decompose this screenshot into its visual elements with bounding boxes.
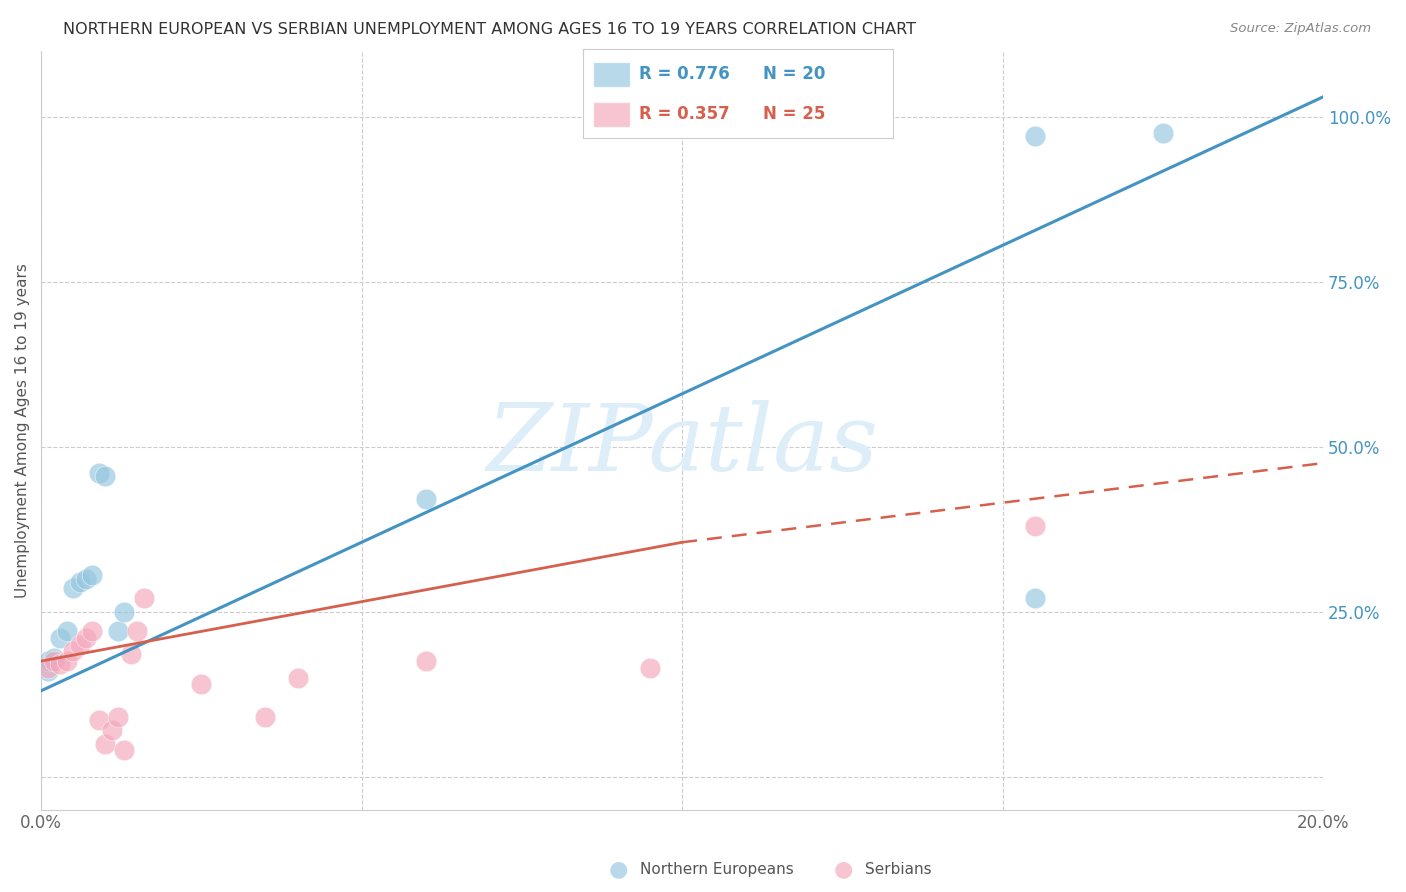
Text: ●: ●	[609, 860, 628, 880]
Point	[254, 710, 277, 724]
Point	[107, 710, 129, 724]
Point	[94, 469, 117, 483]
Point	[1024, 591, 1046, 606]
Point	[42, 650, 65, 665]
Text: ZIPatlas: ZIPatlas	[486, 401, 879, 491]
Point	[415, 654, 437, 668]
Text: ●: ●	[834, 860, 853, 880]
Bar	[593, 102, 630, 127]
Point	[87, 714, 110, 728]
Point	[49, 631, 72, 645]
Point	[75, 631, 97, 645]
Point	[42, 654, 65, 668]
Text: Northern Europeans: Northern Europeans	[640, 863, 793, 877]
Point	[132, 591, 155, 606]
Point	[82, 624, 104, 639]
Point	[55, 624, 77, 639]
Point	[1024, 518, 1046, 533]
Point	[62, 582, 84, 596]
Point	[62, 644, 84, 658]
Point	[415, 492, 437, 507]
Point	[107, 624, 129, 639]
Point	[37, 654, 59, 668]
Point	[37, 664, 59, 678]
Point	[114, 605, 136, 619]
Point	[114, 743, 136, 757]
Text: R = 0.357: R = 0.357	[640, 105, 730, 123]
Point	[87, 466, 110, 480]
Point	[1024, 129, 1046, 144]
Point	[55, 654, 77, 668]
Y-axis label: Unemployment Among Ages 16 to 19 years: Unemployment Among Ages 16 to 19 years	[15, 262, 30, 598]
Text: Source: ZipAtlas.com: Source: ZipAtlas.com	[1230, 22, 1371, 36]
Point	[1152, 126, 1174, 140]
Bar	[593, 62, 630, 87]
Point	[127, 624, 149, 639]
Point	[69, 574, 91, 589]
Point	[94, 737, 117, 751]
Text: Serbians: Serbians	[865, 863, 931, 877]
Text: N = 20: N = 20	[763, 65, 825, 83]
Point	[37, 661, 59, 675]
Text: N = 25: N = 25	[763, 105, 825, 123]
Point	[120, 648, 142, 662]
Text: R = 0.776: R = 0.776	[640, 65, 730, 83]
Text: NORTHERN EUROPEAN VS SERBIAN UNEMPLOYMENT AMONG AGES 16 TO 19 YEARS CORRELATION : NORTHERN EUROPEAN VS SERBIAN UNEMPLOYMEN…	[63, 22, 917, 37]
Point	[100, 723, 122, 738]
Point	[638, 661, 661, 675]
Point	[75, 572, 97, 586]
Point	[287, 671, 309, 685]
Point	[190, 677, 212, 691]
Point	[49, 657, 72, 672]
Point	[69, 638, 91, 652]
Point	[82, 568, 104, 582]
